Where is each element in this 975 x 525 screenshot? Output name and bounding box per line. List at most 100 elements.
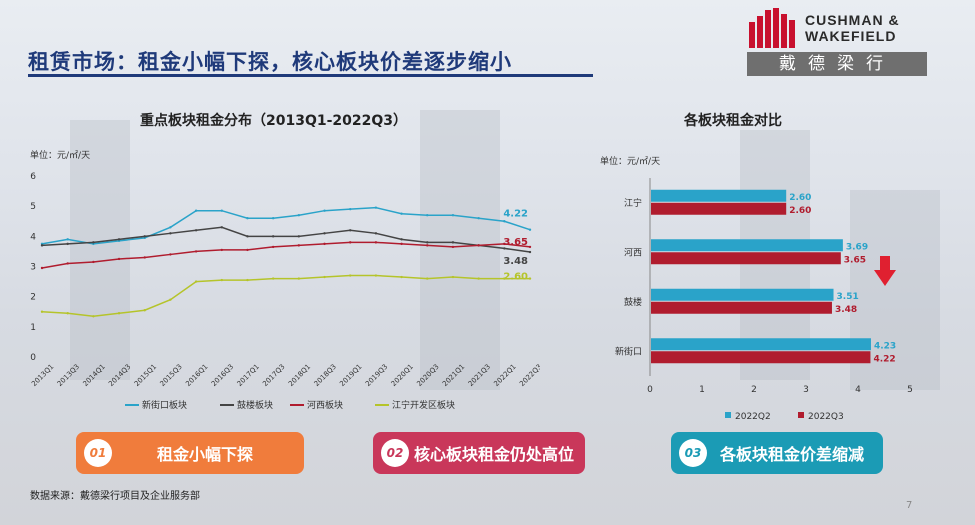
data-point bbox=[92, 241, 95, 244]
legend-label: 2022Q2 bbox=[735, 412, 771, 422]
down-arrow-icon bbox=[874, 270, 896, 286]
category-label: 河西 bbox=[624, 246, 642, 258]
data-point bbox=[169, 253, 172, 256]
unit-label: 单位：元/㎡/天 bbox=[600, 155, 660, 167]
data-point bbox=[503, 220, 506, 223]
data-point bbox=[477, 244, 480, 247]
highlight-number: 01 bbox=[84, 439, 112, 467]
x-tick-label: 2015Q3 bbox=[159, 363, 184, 388]
data-point bbox=[220, 248, 223, 252]
bar-2022Q2 bbox=[651, 239, 843, 252]
y-tick-label: 1 bbox=[30, 323, 36, 333]
bar-value-label: 2.60 bbox=[789, 206, 811, 216]
data-point bbox=[349, 274, 352, 277]
bar-value-label: 3.51 bbox=[837, 292, 859, 302]
x-tick-label: 0 bbox=[647, 385, 653, 395]
logo-chinese-text: 戴德梁行 bbox=[747, 52, 927, 76]
x-tick-label: 2020Q3 bbox=[415, 363, 440, 388]
data-point bbox=[143, 309, 146, 312]
data-point bbox=[374, 241, 378, 244]
y-tick-label: 3 bbox=[30, 263, 36, 273]
data-point bbox=[528, 228, 532, 231]
data-point bbox=[194, 229, 198, 232]
x-tick-label: 2 bbox=[751, 385, 757, 395]
category-label: 鼓楼 bbox=[624, 296, 642, 308]
data-point bbox=[143, 256, 146, 259]
data-point bbox=[426, 277, 429, 280]
data-point bbox=[194, 250, 198, 253]
data-point bbox=[374, 206, 378, 209]
data-point bbox=[169, 226, 172, 229]
data-point bbox=[246, 217, 249, 220]
data-point bbox=[451, 245, 455, 249]
bar-value-label: 4.22 bbox=[873, 354, 895, 364]
bar-chart: 单位：元/㎡/天 0 1 2 3 4 5 江宁 2.60 2.60 河西 3.69 3.65 鼓楼 3.51… bbox=[600, 155, 913, 422]
x-tick-label: 2021Q3 bbox=[467, 363, 492, 388]
data-point bbox=[117, 238, 121, 241]
bar-value-label: 3.69 bbox=[846, 242, 868, 252]
highlight-text: 租金小幅下探 bbox=[156, 445, 253, 464]
legend-label: 新街口板块 bbox=[142, 399, 187, 411]
page-title: 租赁市场：租金小幅下探，核心板块价差逐步缩小 bbox=[28, 50, 512, 74]
x-tick-label: 2016Q3 bbox=[210, 363, 235, 388]
data-point bbox=[400, 242, 403, 246]
data-point bbox=[426, 244, 429, 247]
data-point bbox=[271, 245, 275, 249]
data-point bbox=[297, 244, 301, 247]
highlight-3-badge: 03 各板块租金价差缩减 bbox=[671, 432, 883, 474]
x-tick-label: 2014Q1 bbox=[81, 363, 106, 388]
highlight-number: 03 bbox=[679, 439, 707, 467]
x-tick-label: 2015Q1 bbox=[133, 363, 158, 388]
data-point bbox=[400, 275, 403, 279]
data-point bbox=[323, 242, 326, 246]
data-point bbox=[220, 209, 223, 212]
end-value-label: 3.65 bbox=[503, 237, 528, 248]
data-point bbox=[194, 209, 198, 212]
data-point bbox=[169, 298, 172, 301]
data-point bbox=[117, 257, 121, 261]
x-tick-label: 2016Q1 bbox=[184, 363, 209, 388]
y-tick-label: 5 bbox=[30, 202, 36, 212]
end-value-label: 4.22 bbox=[503, 209, 528, 220]
x-tick-label: 2019Q1 bbox=[338, 363, 363, 388]
y-tick-label: 0 bbox=[30, 353, 36, 363]
bar-value-label: 4.23 bbox=[874, 341, 896, 351]
data-point bbox=[246, 278, 249, 282]
x-tick-label: 3 bbox=[803, 385, 809, 395]
data-point bbox=[528, 245, 532, 249]
data-point bbox=[451, 241, 455, 244]
down-arrow-icon bbox=[880, 256, 890, 270]
logo-bars-icon bbox=[749, 8, 795, 48]
legend-label: 江宁开发区板块 bbox=[392, 399, 455, 411]
data-point bbox=[40, 266, 44, 270]
data-point bbox=[349, 207, 352, 211]
x-tick-label: 2020Q1 bbox=[390, 363, 415, 388]
unit-label: 单位：元/㎡/天 bbox=[30, 149, 90, 161]
x-tick-label: 2013Q1 bbox=[30, 363, 55, 388]
data-point bbox=[451, 214, 455, 217]
data-point bbox=[528, 250, 532, 254]
data-source-note: 数据来源：戴德梁行项目及企业服务部 bbox=[30, 491, 200, 502]
data-point bbox=[400, 238, 403, 241]
data-point bbox=[271, 277, 275, 280]
data-point bbox=[503, 277, 506, 280]
logo-text: CUSHMAN & WAKEFIELD bbox=[805, 12, 900, 44]
data-point bbox=[92, 260, 95, 264]
bar-value-label: 2.60 bbox=[789, 193, 811, 203]
x-tick-label: 1 bbox=[699, 385, 705, 395]
bar-2022Q3 bbox=[651, 252, 841, 265]
end-value-label: 3.48 bbox=[503, 256, 528, 267]
data-point bbox=[477, 217, 480, 220]
legend-label: 2022Q3 bbox=[808, 412, 844, 422]
data-point bbox=[323, 209, 326, 212]
data-point bbox=[117, 312, 121, 315]
legend-label: 鼓楼板块 bbox=[237, 399, 273, 411]
bar-2022Q2 bbox=[651, 288, 834, 301]
background-building bbox=[420, 110, 500, 390]
bar-chart-title: 各板块租金对比 bbox=[684, 113, 782, 129]
data-point bbox=[349, 229, 352, 232]
bar-2022Q3 bbox=[651, 351, 871, 364]
data-point bbox=[40, 244, 44, 247]
x-tick-label: 4 bbox=[855, 385, 861, 395]
background-building bbox=[70, 120, 130, 380]
